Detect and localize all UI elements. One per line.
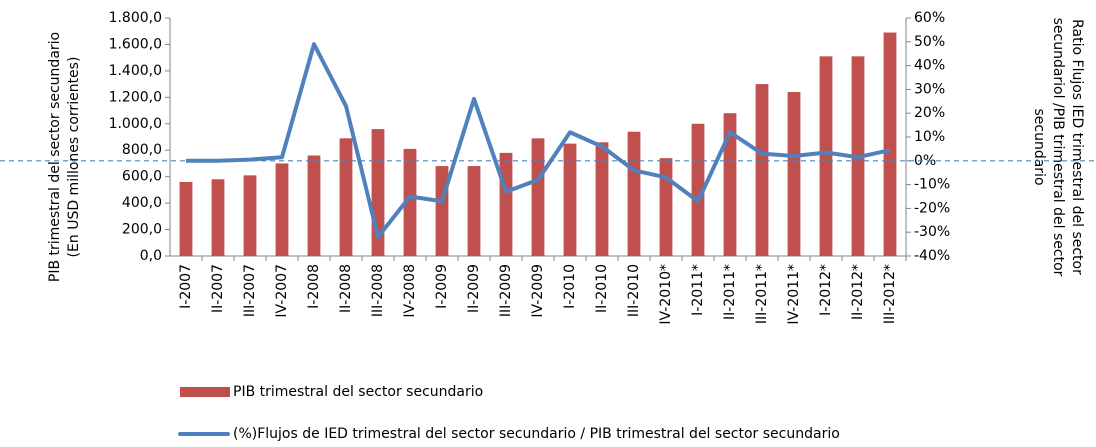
bar	[467, 166, 481, 256]
legend-label: (%)Flujos de IED trimestral del sector s…	[233, 426, 840, 442]
y-axis-title: (En USD millones corrientes)	[66, 57, 82, 258]
x-tick-label: II-2010	[594, 264, 610, 313]
x-tick-label: IV-2011*	[786, 264, 802, 325]
x-tick-label: I-2009	[434, 264, 450, 309]
bar	[595, 142, 609, 256]
bar	[243, 175, 257, 256]
y-tick-label: 1.200,0	[109, 89, 162, 105]
x-tick-label: III-2012*	[882, 264, 898, 324]
x-tick-label: I-2011*	[690, 264, 706, 316]
bar	[435, 166, 449, 256]
legend-swatch	[180, 387, 230, 397]
y-tick-label: 400,0	[122, 195, 162, 211]
bar	[179, 181, 193, 256]
y2-tick-label: 20%	[914, 105, 945, 121]
bar	[691, 123, 705, 257]
y-tick-label: 800,0	[122, 142, 162, 158]
bar	[499, 152, 513, 256]
x-tick-label: II-2008	[338, 264, 354, 313]
bar	[211, 179, 225, 256]
y-tick-label: 1.000,0	[109, 116, 162, 132]
y-tick-label: 600,0	[122, 169, 162, 185]
y2-tick-label: 30%	[914, 81, 945, 97]
y-tick-label: 1.400,0	[109, 63, 162, 79]
y2-tick-label: -40%	[914, 248, 950, 264]
bar	[883, 32, 897, 256]
y-tick-label: 1.600,0	[109, 36, 162, 52]
y-tick-label: 1.800,0	[109, 10, 162, 26]
x-tick-label: IV-2009	[530, 264, 546, 318]
x-tick-label: II-2012*	[850, 264, 866, 320]
line-series	[186, 42, 891, 239]
bar	[627, 131, 641, 256]
y2-tick-label: -10%	[914, 177, 950, 193]
x-tick-label: III-2011*	[754, 264, 770, 324]
y-tick-label: 200,0	[122, 222, 162, 238]
y-axis-title: PIB trimestral del sector secundario	[47, 32, 63, 282]
x-tick-label: IV-2008	[402, 264, 418, 318]
bar	[787, 92, 801, 257]
y2-axis-title: Ratio Flujos IED trimestral del sector	[1069, 19, 1085, 275]
x-tick-label: II-2011*	[722, 264, 738, 320]
bar	[659, 158, 673, 256]
x-tick-label: I-2008	[306, 264, 322, 309]
x-tick-label: III-2008	[370, 264, 386, 317]
x-tick-label: III-2010	[626, 264, 642, 317]
y2-tick-label: 50%	[914, 34, 945, 50]
x-tick-label: II-2009	[466, 264, 482, 313]
x-tick-label: I-2012*	[818, 264, 834, 316]
y2-axis-title: secundariol /PIB trimestral del sector	[1050, 18, 1066, 277]
y2-axis-title: secundario	[1031, 108, 1047, 185]
x-tick-label: I-2007	[178, 264, 194, 309]
x-tick-label: III-2009	[498, 264, 514, 317]
x-tick-label: IV-2010*	[658, 264, 674, 325]
bar	[563, 143, 577, 256]
legend-label: PIB trimestral del sector secundario	[233, 384, 483, 400]
y2-tick-label: -30%	[914, 224, 950, 240]
bar	[819, 56, 833, 256]
bar	[531, 138, 545, 256]
bar	[339, 138, 353, 256]
x-tick-label: IV-2007	[274, 264, 290, 318]
x-tick-label: III-2007	[242, 264, 258, 317]
y2-tick-label: 0%	[914, 153, 936, 169]
y2-tick-label: 10%	[914, 129, 945, 145]
y2-tick-label: 60%	[914, 10, 945, 26]
bar	[723, 113, 737, 256]
bar	[403, 148, 417, 256]
y2-tick-label: 40%	[914, 58, 945, 74]
bar	[275, 163, 289, 256]
bar	[307, 155, 321, 256]
y-tick-label: 0,0	[140, 248, 162, 264]
y2-tick-label: -20%	[914, 200, 950, 216]
bar	[755, 84, 769, 256]
x-tick-label: I-2010	[562, 264, 578, 309]
x-tick-label: II-2007	[210, 264, 226, 313]
